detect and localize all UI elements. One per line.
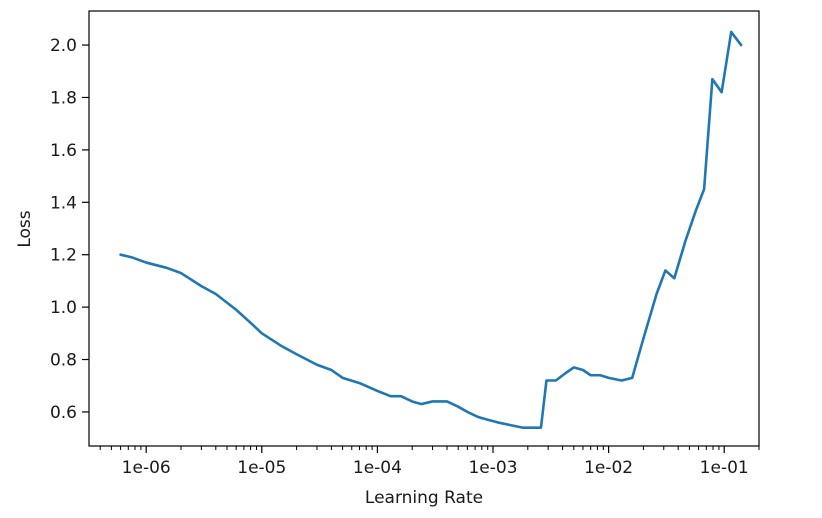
x-tick-label: 1e-03 <box>468 458 517 478</box>
y-axis-label: Loss <box>15 210 35 247</box>
loss-point <box>531 426 534 429</box>
loss-point <box>673 277 676 280</box>
loss-point <box>431 400 434 403</box>
loss-point <box>730 31 733 34</box>
loss-point <box>521 426 524 429</box>
loss-point <box>711 78 714 81</box>
loss-point <box>664 269 667 272</box>
loss-point <box>565 371 568 374</box>
x-tick-label: 1e-06 <box>122 458 171 478</box>
loss-point <box>400 395 403 398</box>
x-tick-label: 1e-05 <box>237 458 286 478</box>
loss-point <box>376 390 379 393</box>
loss-point <box>631 377 634 380</box>
y-tick-label: 1.2 <box>50 246 77 266</box>
loss-point <box>582 369 585 372</box>
loss-point <box>486 418 489 421</box>
loss-point <box>281 345 284 348</box>
y-tick-label: 1.0 <box>50 298 77 318</box>
loss-point <box>358 382 361 385</box>
y-tick-label: 1.6 <box>50 141 77 161</box>
y-tick-label: 1.4 <box>50 193 77 213</box>
loss-point <box>145 261 148 264</box>
loss-point <box>235 308 238 311</box>
loss-point <box>215 293 218 296</box>
loss-point <box>496 421 499 424</box>
loss-point <box>180 272 183 275</box>
loss-point <box>655 293 658 296</box>
x-axis-label: Learning Rate <box>365 488 483 508</box>
x-tick-label: 1e-01 <box>700 458 749 478</box>
loss-point <box>341 377 344 380</box>
loss-point <box>165 267 168 270</box>
loss-point <box>411 400 414 403</box>
loss-point <box>599 374 602 377</box>
y-tick-label: 1.8 <box>50 88 77 108</box>
x-tick-label: 1e-02 <box>584 458 633 478</box>
loss-point <box>389 395 392 398</box>
loss-point <box>695 209 698 212</box>
loss-point <box>684 240 687 243</box>
loss-point <box>330 369 333 372</box>
x-axis-ticks: 1e-06 1e-05 1e-04 1e-03 1e-02 1e-01 <box>122 446 749 478</box>
loss-point <box>295 353 298 356</box>
y-tick-label: 0.8 <box>50 351 77 371</box>
loss-point <box>261 332 264 335</box>
loss-point <box>477 416 480 419</box>
y-tick-label: 2.0 <box>50 36 77 56</box>
loss-point <box>316 363 319 366</box>
loss-point <box>740 44 743 47</box>
loss-point <box>720 91 723 94</box>
loss-point <box>509 424 512 427</box>
loss-point <box>130 256 133 259</box>
loss-point <box>249 322 252 325</box>
loss-point <box>420 403 423 406</box>
loss-point <box>466 411 469 414</box>
x-minor-ticks <box>99 446 760 450</box>
loss-point <box>555 379 558 382</box>
y-tick-label: 0.6 <box>50 403 77 423</box>
loss-point <box>589 374 592 377</box>
loss-point <box>457 405 460 408</box>
loss-point <box>703 188 706 191</box>
loss-curve-line <box>119 30 743 429</box>
loss-point <box>545 379 548 382</box>
loss-point <box>607 377 610 380</box>
x-tick-label: 1e-04 <box>353 458 402 478</box>
loss-point <box>200 285 203 288</box>
loss-point <box>642 337 645 340</box>
loss-point <box>446 400 449 403</box>
loss-point <box>620 379 623 382</box>
y-axis-ticks: 0.6 0.8 1.0 1.2 1.4 1.6 1.8 2.0 <box>50 36 89 423</box>
plot-frame <box>88 10 760 447</box>
loss-point <box>119 253 122 256</box>
loss-point <box>573 366 576 369</box>
loss-point <box>540 426 543 429</box>
